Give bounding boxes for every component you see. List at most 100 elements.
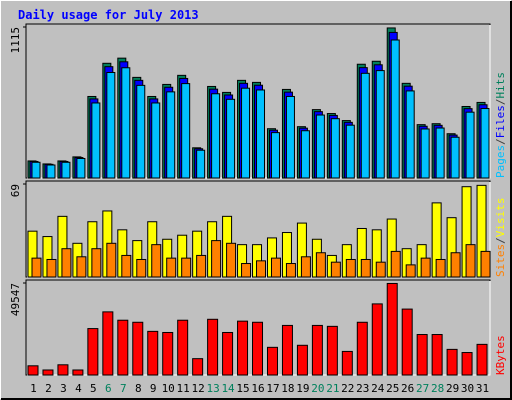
x-tick-label: 30	[461, 382, 474, 395]
bar	[91, 248, 102, 278]
bar	[405, 90, 415, 179]
bar	[207, 318, 219, 376]
x-tick-label: 7	[120, 382, 127, 395]
bar	[241, 263, 252, 278]
bar	[226, 242, 237, 278]
bar	[480, 108, 490, 179]
bar	[91, 102, 101, 179]
legend-entry: Pages	[494, 145, 507, 178]
bar	[446, 348, 458, 376]
x-tick-label: 23	[356, 382, 369, 395]
bar	[177, 319, 189, 376]
bar	[196, 254, 207, 278]
x-tick-label: 10	[162, 382, 175, 395]
legend: Pages/Files/Hits	[494, 72, 507, 178]
x-tick-label: 14	[221, 382, 235, 395]
bar	[237, 320, 249, 376]
bar	[106, 242, 117, 278]
x-tick-label: 8	[135, 382, 142, 395]
legend-entry: Visits	[494, 198, 507, 238]
bar	[57, 364, 69, 376]
bar	[42, 369, 54, 376]
bar	[241, 87, 251, 179]
bar	[266, 346, 278, 376]
x-tick-label: 2	[45, 382, 52, 395]
x-tick-label: 11	[177, 382, 190, 395]
bar	[285, 95, 295, 179]
bar	[166, 91, 176, 179]
bar	[390, 250, 401, 278]
bar	[136, 84, 146, 179]
bar	[181, 83, 191, 179]
bar	[476, 343, 488, 376]
bar	[341, 350, 353, 376]
x-tick-label: 15	[236, 382, 249, 395]
bar	[256, 89, 266, 179]
bar	[420, 257, 431, 278]
bar	[285, 263, 296, 278]
bar	[465, 111, 475, 179]
bar	[136, 258, 147, 278]
bar	[151, 102, 161, 179]
bar	[181, 257, 192, 278]
bar	[27, 365, 39, 376]
bar	[121, 67, 131, 179]
bar	[147, 330, 159, 376]
bar	[192, 358, 204, 376]
bar	[87, 328, 99, 376]
bar	[196, 149, 206, 179]
x-tick-label: 3	[60, 382, 67, 395]
bar	[117, 319, 129, 376]
legend-entry: Hits	[494, 72, 507, 99]
bar	[270, 132, 280, 179]
bar	[371, 303, 383, 376]
x-tick-label: 19	[296, 382, 309, 395]
x-tick-label: 21	[326, 382, 339, 395]
x-tick-label: 9	[150, 382, 157, 395]
bar	[281, 324, 293, 376]
bar	[162, 331, 174, 376]
bar	[296, 344, 308, 376]
x-tick-label: 5	[90, 382, 97, 395]
legend-separator: /	[494, 237, 507, 244]
bar	[300, 256, 311, 278]
legend-entry: Files	[494, 105, 507, 138]
bar	[211, 240, 222, 278]
bar	[72, 369, 84, 376]
bar	[431, 334, 443, 376]
bar	[375, 261, 386, 278]
bar	[345, 258, 356, 278]
bar	[416, 334, 428, 376]
bar	[390, 39, 400, 179]
legend: KBytes	[494, 335, 507, 375]
bar	[315, 252, 326, 278]
x-tick-label: 27	[416, 382, 429, 395]
bar	[151, 244, 162, 278]
x-tick-label: 12	[192, 382, 205, 395]
x-tick-label: 22	[341, 382, 354, 395]
y-tick-label: 49547	[9, 283, 22, 316]
x-tick-label: 24	[371, 382, 385, 395]
bar	[465, 244, 476, 278]
bar	[326, 325, 338, 376]
bar	[252, 321, 264, 376]
bar	[121, 254, 132, 278]
bar	[480, 250, 491, 278]
bar	[450, 136, 460, 179]
bar	[46, 164, 56, 179]
bar	[386, 282, 398, 376]
x-tick-label: 1	[30, 382, 37, 395]
bar	[420, 128, 430, 179]
bar	[345, 124, 355, 179]
bar	[315, 114, 325, 179]
legend-entry: Sites	[494, 244, 507, 277]
bar	[222, 331, 234, 376]
x-tick-label: 6	[105, 382, 112, 395]
bar	[132, 321, 144, 376]
bar	[166, 257, 177, 278]
chart-title: Daily usage for July 2013	[18, 8, 199, 22]
x-tick-label: 17	[266, 382, 279, 395]
bar	[330, 261, 341, 278]
bar	[401, 308, 413, 376]
